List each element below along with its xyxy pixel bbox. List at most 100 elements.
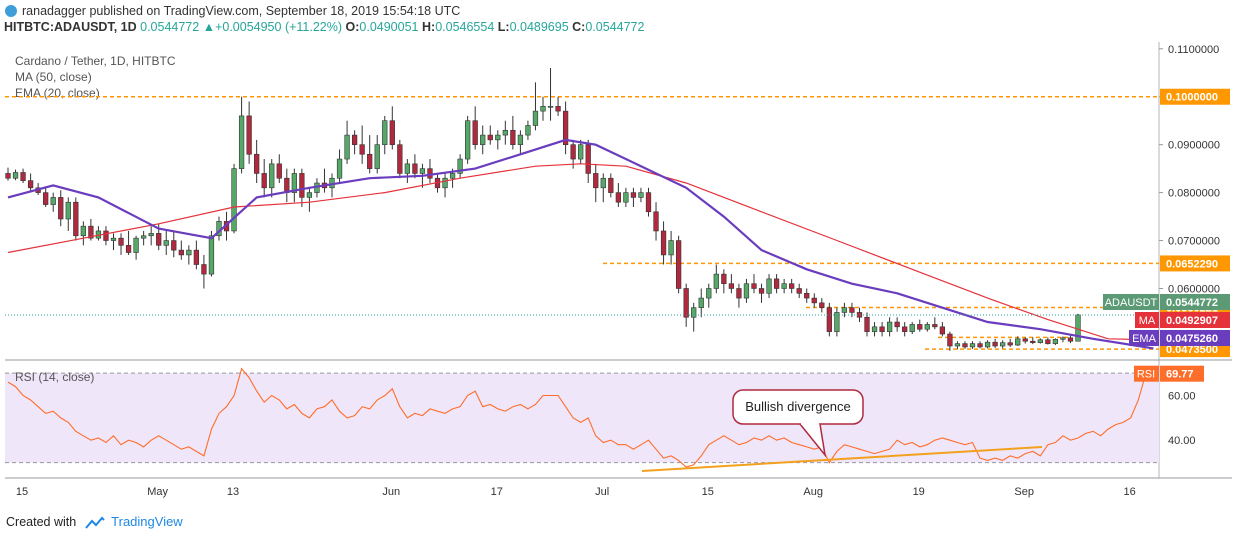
candle-body (5, 173, 11, 179)
candle-body (118, 237, 124, 246)
candle-body (442, 177, 448, 189)
rsi-name-tag (1134, 365, 1159, 382)
candle-body (743, 283, 750, 299)
candle-body (834, 312, 840, 332)
level-tag-label: 0.1000000 (1166, 92, 1218, 104)
rsi-value-tag (1160, 365, 1204, 382)
candle-body (600, 177, 606, 189)
candle-body (660, 230, 667, 256)
candle-body (939, 326, 946, 335)
candle-body (140, 235, 147, 239)
candle-body (510, 129, 516, 145)
candle-body (984, 341, 991, 348)
candle-body (231, 168, 237, 232)
candle-body (585, 144, 591, 174)
candle-body (713, 273, 719, 289)
candles (5, 67, 1081, 351)
candle-body (20, 172, 26, 181)
time-tick-label: Jun (382, 486, 400, 498)
time-tick-label: Jul (595, 486, 609, 498)
candle-body (540, 106, 546, 112)
publish-info: published on TradingView.com, September … (89, 4, 461, 18)
time-tick-label: 13 (227, 486, 239, 498)
candle-body (864, 316, 870, 332)
candle-body (570, 144, 576, 160)
series-name-tag-label: ADAUSDT (1105, 297, 1158, 309)
time-tick-label: May (147, 486, 168, 498)
candle-body (254, 153, 260, 174)
candle-body (344, 134, 350, 160)
time-tick-label: 19 (913, 486, 925, 498)
ma-line (7, 163, 1154, 341)
candle-body (382, 120, 388, 145)
candle-body (555, 106, 561, 112)
candle-body (58, 197, 64, 220)
candle-body (638, 192, 644, 198)
candle-body (65, 201, 71, 220)
candle-body (367, 153, 373, 169)
candle-body (88, 225, 94, 239)
candle-body (449, 173, 456, 179)
candle-body (201, 264, 207, 275)
candle-body (578, 144, 584, 160)
divergence-callout-pointer (799, 423, 827, 458)
candle-body (359, 144, 365, 155)
level-tag (1160, 88, 1230, 105)
ohlc-line: HITBTC:ADAUSDT, 1D 0.0544772 ▲+0.0054950… (4, 20, 644, 34)
candle-body (773, 278, 780, 289)
candle-body (502, 129, 508, 136)
candle-body (721, 273, 727, 284)
time-axis[interactable]: 15 May 13 Jun 17 Jul 15 Aug 19 Sep 16 (16, 486, 1136, 498)
time-tick-label: 15 (16, 486, 28, 498)
candle-body (547, 106, 554, 108)
rsi-name-tag-label: RSI (1137, 369, 1155, 381)
low-label: L: (497, 20, 510, 34)
rsi-axis: 40.00 60.00 RSI 69.77 (1134, 365, 1204, 447)
rsi-line (7, 367, 1147, 468)
rsi-tick-label: 40.00 (1168, 435, 1196, 447)
series-value-tag-label: 0.0475260 (1166, 333, 1218, 345)
chart-title: Cardano / Tether, 1D, HITBTC (15, 54, 176, 68)
candle-body (917, 324, 923, 330)
publish-line: ranadagger published on TradingView.com,… (22, 4, 460, 18)
candle-body (1007, 342, 1013, 346)
level-tag-label: 0.0652290 (1166, 258, 1218, 270)
tradingview-brand[interactable]: TradingView (111, 514, 183, 529)
candle-body (804, 292, 810, 299)
candle-body (924, 324, 930, 330)
candle-body (879, 326, 885, 332)
candle-body (789, 283, 795, 289)
candle-body (691, 307, 697, 318)
time-tick-label: Sep (1014, 486, 1034, 498)
candle-body (50, 197, 56, 205)
candle-body (163, 240, 169, 246)
author-name[interactable]: ranadagger (22, 4, 86, 18)
author-avatar-icon (5, 5, 17, 17)
price-chart[interactable]: 0.0600000 0.0700000 0.0800000 0.0900000 0.10… (0, 0, 1234, 510)
change-value: +0.0054950 (+11.22%) (215, 20, 343, 34)
close-label: C: (572, 20, 586, 34)
candle-body (27, 180, 34, 189)
candle-body (148, 233, 154, 237)
last-price: 0.0544772 (140, 20, 200, 34)
candle-body (487, 134, 493, 141)
candle-body (80, 225, 86, 237)
candle-body (336, 158, 343, 179)
candle-body (1037, 339, 1043, 343)
candle-body (871, 326, 878, 332)
candle-body (171, 240, 177, 251)
divergence-callout-text: Bullish divergence (745, 399, 851, 414)
candle-body (1052, 339, 1059, 344)
horizontal-levels (5, 95, 1159, 350)
candle-body (849, 307, 855, 313)
candle-body (517, 134, 524, 145)
candle-body (389, 120, 395, 145)
candle-body (133, 237, 139, 253)
candle-body (291, 173, 297, 193)
candle-body (909, 324, 915, 332)
price-tick-label: 0.0700000 (1168, 236, 1220, 248)
price-axis[interactable]: 0.0600000 0.0700000 0.0800000 0.0900000 0.10… (1159, 44, 1230, 358)
footer: Created with TradingView (6, 514, 183, 530)
rsi-tick-label: 60.00 (1168, 391, 1196, 403)
candle-body (630, 192, 637, 198)
